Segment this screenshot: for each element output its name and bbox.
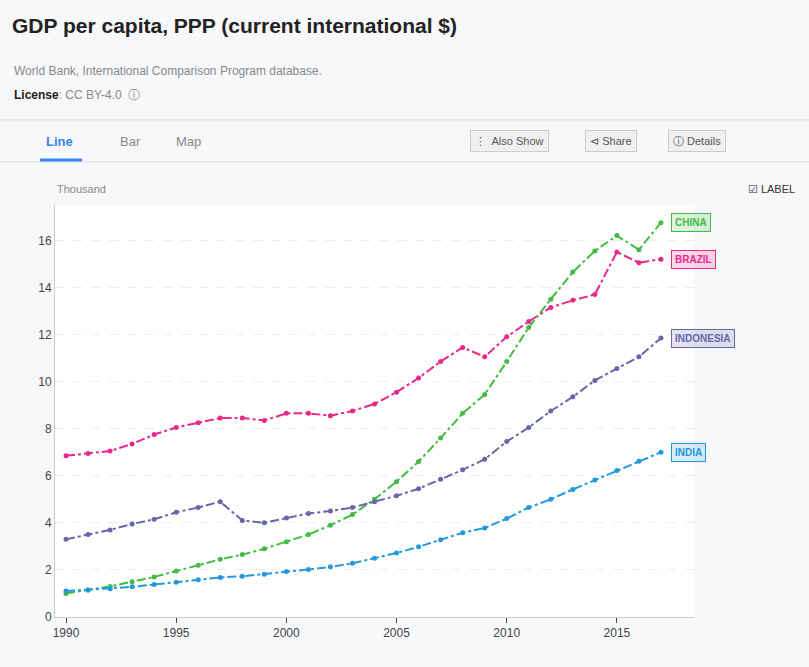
svg-text:CHINA: CHINA bbox=[675, 217, 707, 228]
svg-text:10: 10 bbox=[38, 375, 52, 389]
svg-text:2015: 2015 bbox=[604, 626, 631, 640]
svg-text:8: 8 bbox=[45, 422, 52, 436]
svg-text:2: 2 bbox=[45, 563, 52, 577]
svg-text:Thousand: Thousand bbox=[57, 183, 106, 195]
svg-text:⋮ Also Show: ⋮ Also Show bbox=[475, 135, 544, 147]
svg-text:GDP per capita, PPP (current i: GDP per capita, PPP (current internation… bbox=[12, 14, 457, 37]
svg-text:INDIA: INDIA bbox=[675, 447, 702, 458]
svg-text:2010: 2010 bbox=[493, 626, 520, 640]
svg-text:☑ LABEL: ☑ LABEL bbox=[748, 183, 795, 195]
svg-text:Map: Map bbox=[176, 134, 201, 149]
svg-text:BRAZIL: BRAZIL bbox=[675, 254, 712, 265]
svg-text:6: 6 bbox=[45, 469, 52, 483]
svg-text:0: 0 bbox=[45, 610, 52, 624]
svg-text:Bar: Bar bbox=[120, 134, 141, 149]
svg-text:World Bank, International Comp: World Bank, International Comparison Pro… bbox=[14, 64, 322, 78]
svg-text:⊲ Share: ⊲ Share bbox=[590, 135, 632, 147]
svg-text:Line: Line bbox=[46, 134, 73, 149]
svg-text:License: CC BY-4.0 ⓘ: License: CC BY-4.0 ⓘ bbox=[14, 88, 140, 102]
svg-text:4: 4 bbox=[45, 516, 52, 530]
svg-text:14: 14 bbox=[38, 281, 52, 295]
svg-text:ⓘ Details: ⓘ Details bbox=[673, 135, 721, 147]
svg-text:1995: 1995 bbox=[163, 626, 190, 640]
svg-text:16: 16 bbox=[38, 234, 52, 248]
svg-text:INDONESIA: INDONESIA bbox=[675, 333, 731, 344]
svg-text:1990: 1990 bbox=[53, 626, 80, 640]
svg-text:2005: 2005 bbox=[383, 626, 410, 640]
svg-text:2000: 2000 bbox=[273, 626, 300, 640]
svg-text:12: 12 bbox=[38, 328, 52, 342]
